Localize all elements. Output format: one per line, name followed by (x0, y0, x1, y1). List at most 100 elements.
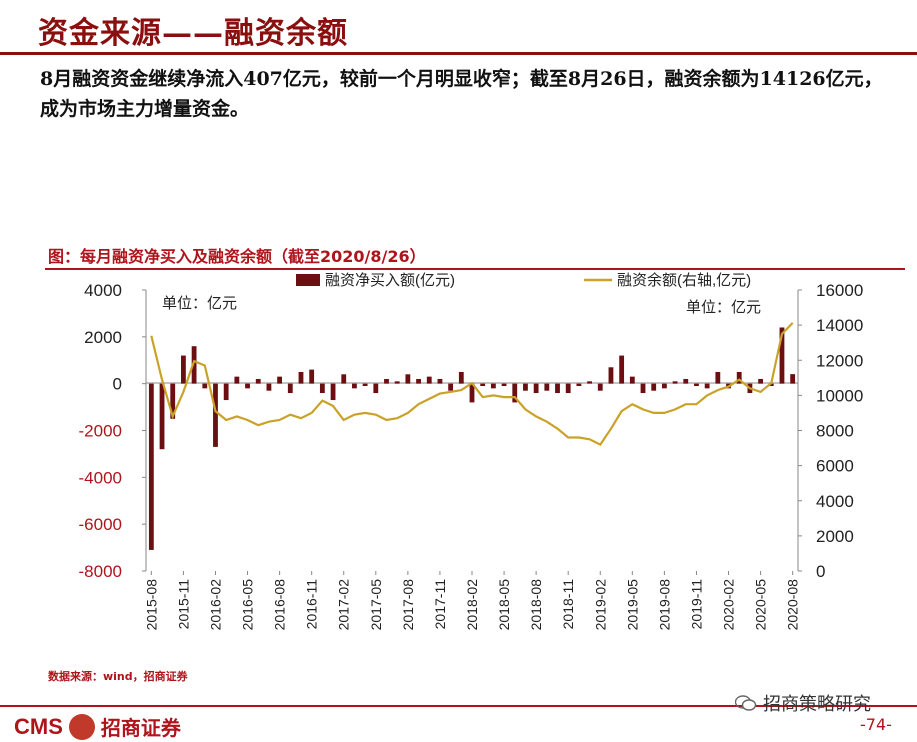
net-buy-bar (223, 383, 229, 401)
x-tick-label: 2020-08 (785, 579, 801, 631)
net-buy-bar (202, 383, 208, 389)
net-buy-bar (619, 355, 625, 384)
net-buy-bar (181, 355, 186, 384)
net-buy-bar (170, 383, 176, 419)
net-buy-bar (330, 383, 336, 401)
y-left-tick-label: 2000 (84, 328, 122, 347)
net-buy-bar (501, 383, 507, 387)
net-buy-bar (629, 376, 635, 384)
x-tick-label: 2017-11 (432, 579, 448, 630)
chart: 融资净买入额(亿元) 融资余额(右轴,亿元) 单位：亿元 单位：亿元 4000 2… (79, 271, 864, 631)
net-buy-bar (255, 378, 261, 384)
y-right-tick-label: 14000 (816, 316, 863, 335)
net-buy-bar (512, 383, 518, 403)
net-buy-bar (758, 378, 763, 384)
x-tick-label: 2019-05 (624, 579, 640, 631)
wechat-icon (735, 695, 757, 711)
net-buy-bar (555, 383, 560, 394)
net-buy-bar (565, 383, 571, 394)
net-buy-bar (715, 371, 721, 384)
net-buy-bar (576, 383, 582, 387)
logo-badge-icon (68, 713, 95, 740)
y-right-tick-label: 2000 (816, 527, 854, 546)
x-tick-label: 2020-05 (753, 579, 769, 631)
net-buy-bar (277, 376, 283, 384)
legend-bar-swatch (296, 274, 320, 286)
net-buy-bar (405, 374, 411, 384)
x-tick-label: 2017-08 (400, 579, 416, 631)
x-tick-label: 2017-02 (336, 579, 352, 631)
x-tick-label: 2018-05 (496, 579, 512, 631)
x-tick-label: 2017-05 (368, 579, 384, 631)
net-buy-bar (287, 383, 293, 394)
net-buy-bar (191, 346, 197, 384)
x-tick-label: 2020-02 (721, 579, 737, 631)
net-buy-bar (523, 383, 528, 391)
net-buy-bar (672, 381, 678, 384)
net-buy-bar (245, 383, 250, 389)
y-right-tick-label: 6000 (816, 457, 854, 476)
x-tick-label: 2018-08 (528, 579, 544, 631)
x-tick-label: 2019-08 (656, 579, 672, 631)
y-left-tick-label: 0 (113, 375, 122, 394)
balance-series-line (150, 322, 794, 447)
unit-right-label: 单位：亿元 (686, 299, 761, 316)
net-buy-bar (597, 383, 603, 391)
net-buy-bar (213, 383, 218, 447)
x-tick-label: 2016-02 (207, 579, 223, 631)
legend-line-label: 融资余额(右轴,亿元) (617, 271, 751, 289)
x-tick-label: 2016-05 (240, 579, 256, 631)
net-buy-bar (790, 374, 796, 384)
net-buy-bar (544, 383, 550, 391)
x-tick-label: 2018-02 (464, 579, 480, 631)
data-source: 数据来源：wind，招商证券 (48, 670, 188, 683)
y-right-tick-label: 8000 (816, 422, 854, 441)
net-buy-bar (661, 383, 667, 389)
net-buy-bar (437, 378, 443, 384)
net-buy-bar (394, 381, 400, 384)
net-buy-bar (159, 383, 165, 450)
net-buy-bar (469, 383, 475, 403)
x-tick-label: 2016-08 (272, 579, 288, 631)
company-logo: CMS 招商证券 (14, 712, 181, 741)
y-right-tick-label: 0 (816, 562, 825, 581)
net-buy-bar (480, 383, 486, 387)
y-left-tick-label: -6000 (79, 515, 122, 534)
net-buy-bar (416, 378, 421, 384)
x-tick-label: 2018-11 (560, 579, 576, 630)
net-buy-bar (319, 383, 325, 394)
y-left-tick-label: -8000 (79, 562, 122, 581)
net-buy-bar (683, 378, 689, 384)
x-tick-label: 2016-11 (304, 579, 320, 630)
net-buy-bar (458, 371, 464, 384)
net-buy-bar (234, 376, 240, 384)
net-buy-bar (341, 374, 347, 384)
net-buy-bar (309, 369, 315, 384)
y-right-tick-label: 4000 (816, 492, 854, 511)
net-buy-bar (533, 383, 539, 394)
chart-title-divider (45, 268, 905, 270)
x-tick-label: 2019-11 (688, 579, 704, 630)
net-buy-bar (384, 378, 389, 384)
wechat-watermark: 招商策略研究 (735, 690, 871, 716)
net-buy-bar (779, 327, 785, 384)
y-left-tick-label: -4000 (79, 468, 122, 487)
summary-text: 8月融资资金继续净流入407亿元，较前一个月明显收窄；截至8月26日，融资余额为… (40, 68, 883, 120)
footer-divider (0, 705, 917, 707)
net-buy-bar (426, 376, 432, 384)
page-number: -74- (860, 715, 892, 734)
legend-bar-label: 融资净买入额(亿元) (325, 272, 455, 289)
wechat-account-name: 招商策略研究 (763, 694, 871, 715)
net-buy-bar (651, 383, 657, 391)
y-right-tick-label: 16000 (816, 281, 863, 300)
net-buy-bar (448, 383, 454, 391)
net-buy-bar (694, 383, 699, 387)
y-left-tick-label: -2000 (79, 422, 122, 441)
net-buy-bar (362, 383, 368, 387)
net-buy-bar (704, 383, 710, 389)
y-right-tick-label: 12000 (816, 351, 863, 370)
title-divider (0, 52, 917, 55)
chart-title: 图：每月融资净买入及融资余额（截至2020/8/26） (48, 247, 426, 266)
x-tick-label: 2019-02 (592, 579, 608, 631)
y-right-tick-label: 10000 (816, 386, 863, 405)
